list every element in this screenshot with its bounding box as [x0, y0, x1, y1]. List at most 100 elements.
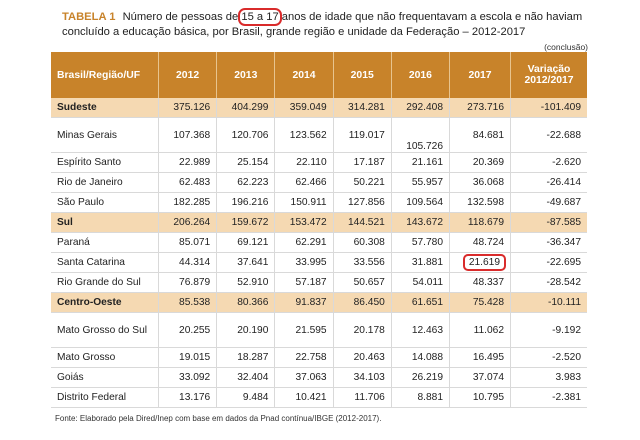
table-cell: 25.154 — [216, 152, 275, 173]
table-cell: 159.672 — [216, 212, 275, 233]
table-cell: 20.369 — [449, 152, 511, 173]
table-row: Rio de Janeiro 62.483 62.223 62.466 50.2… — [51, 172, 587, 193]
table-cell: 37.063 — [274, 367, 334, 388]
table-cell: 273.716 — [449, 98, 511, 118]
table-cell: 84.681 — [449, 117, 511, 153]
table-label: TABELA 1 — [62, 11, 116, 23]
table-cell: 50.657 — [332, 272, 392, 293]
table-row: Centro-Oeste 85.538 80.366 91.837 86.450… — [51, 292, 587, 313]
table-cell: 86.450 — [332, 292, 392, 313]
row-name: Espírito Santo — [51, 152, 159, 173]
table-row: Goiás 33.092 32.404 37.063 34.103 26.219… — [51, 367, 587, 388]
header-cell: 2013 — [216, 52, 275, 98]
table-cell: -101.409 — [510, 98, 587, 118]
table-cell: 20.255 — [157, 312, 217, 348]
table-cell: 33.995 — [274, 252, 334, 273]
table-cell: 375.126 — [157, 98, 217, 118]
row-name: Sudeste — [51, 98, 159, 118]
table-cell: 17.187 — [332, 152, 392, 173]
table-cell: 22.989 — [157, 152, 217, 173]
row-name: Rio de Janeiro — [51, 172, 159, 193]
table-cell: 48.724 — [449, 232, 511, 253]
table-cell: 91.837 — [274, 292, 334, 313]
table-row: Santa Catarina 44.314 37.641 33.995 33.5… — [51, 252, 587, 273]
table-cell: 404.299 — [216, 98, 275, 118]
table-cell: 26.219 — [390, 367, 450, 388]
table-cell: 123.562 — [274, 117, 334, 153]
table-cell: 196.216 — [216, 192, 275, 213]
table-cell: -2.520 — [510, 347, 587, 368]
table-row: Mato Grosso do Sul 20.255 20.190 21.595 … — [51, 312, 587, 348]
table-cell: 9.484 — [216, 387, 275, 408]
table-row: Mato Grosso 19.015 18.287 22.758 20.463 … — [51, 347, 587, 368]
header-cell: 2015 — [332, 52, 392, 98]
table-cell: 150.911 — [274, 192, 334, 213]
table-cell: 105.726 — [390, 117, 450, 153]
header-cell: Variação 2012/2017 — [510, 52, 587, 98]
table-cell: 54.011 — [390, 272, 450, 293]
table-row: São Paulo 182.285 196.216 150.911 127.85… — [51, 192, 587, 213]
table-cell: 62.483 — [157, 172, 217, 193]
table-cell: 292.408 — [390, 98, 450, 118]
table-cell: 22.110 — [274, 152, 334, 173]
table-cell: 36.068 — [449, 172, 511, 193]
conclusao-label: (conclusão) — [544, 42, 588, 52]
table-cell: 120.706 — [216, 117, 275, 153]
table-cell: 55.957 — [390, 172, 450, 193]
row-name: Sul — [51, 212, 159, 233]
table-cell: 127.856 — [332, 192, 392, 213]
row-name: São Paulo — [51, 192, 159, 213]
table-cell: -22.688 — [510, 117, 587, 153]
table-cell: 85.538 — [157, 292, 217, 313]
table-cell: 61.651 — [390, 292, 450, 313]
table-row: Minas Gerais 107.368 120.706 123.562 119… — [51, 117, 587, 153]
table-cell: 119.017 — [332, 117, 392, 153]
table-cell: 62.223 — [216, 172, 275, 193]
table-cell: -87.585 — [510, 212, 587, 233]
table-row: Rio Grande do Sul 76.879 52.910 57.187 5… — [51, 272, 587, 293]
table-cell: 132.598 — [449, 192, 511, 213]
table-cell: 3.983 — [510, 367, 587, 388]
table-cell: 20.190 — [216, 312, 275, 348]
table-cell: 144.521 — [332, 212, 392, 233]
source-note: Fonte: Elaborado pela Dired/Inep com bas… — [55, 414, 382, 423]
header-cell: 2016 — [390, 52, 450, 98]
table-cell: -2.620 — [510, 152, 587, 173]
table-cell: 107.368 — [157, 117, 217, 153]
table-cell: 10.795 — [449, 387, 511, 408]
table-cell: 314.281 — [332, 98, 392, 118]
table-row: Sul 206.264 159.672 153.472 144.521 143.… — [51, 212, 587, 233]
row-name: Mato Grosso do Sul — [51, 312, 159, 348]
table-cell: 34.103 — [332, 367, 392, 388]
table-cell: 21.161 — [390, 152, 450, 173]
table-cell: 8.881 — [390, 387, 450, 408]
table-row: Paraná 85.071 69.121 62.291 60.308 57.78… — [51, 232, 587, 253]
table-cell: 31.881 — [390, 252, 450, 273]
table-cell: 62.291 — [274, 232, 334, 253]
header-row: Brasil/Região/UF 2012 2013 2014 2015 201… — [51, 52, 587, 98]
header-cell: 2017 — [449, 52, 511, 98]
table-cell: 60.308 — [332, 232, 392, 253]
row-name: Minas Gerais — [51, 117, 159, 153]
table-cell: 16.495 — [449, 347, 511, 368]
table-cell: -9.192 — [510, 312, 587, 348]
table-cell: 37.074 — [449, 367, 511, 388]
table-cell: 52.910 — [216, 272, 275, 293]
table-cell: 143.672 — [390, 212, 450, 233]
table-cell: 22.758 — [274, 347, 334, 368]
table-cell: 10.421 — [274, 387, 334, 408]
table-cell: -26.414 — [510, 172, 587, 193]
table-cell: 12.463 — [390, 312, 450, 348]
table-cell: -49.687 — [510, 192, 587, 213]
table-caption: TABELA 1 Número de pessoas de 15 a 17 an… — [62, 8, 602, 39]
table-cell: 206.264 — [157, 212, 217, 233]
table-cell: 20.178 — [332, 312, 392, 348]
table-cell: 153.472 — [274, 212, 334, 233]
row-name: Goiás — [51, 367, 159, 388]
row-name: Santa Catarina — [51, 252, 159, 273]
table-cell: 48.337 — [449, 272, 511, 293]
table-cell: 11.706 — [332, 387, 392, 408]
table-cell: 109.564 — [390, 192, 450, 213]
table-cell: 76.879 — [157, 272, 217, 293]
header-cell: Brasil/Região/UF — [51, 52, 159, 98]
